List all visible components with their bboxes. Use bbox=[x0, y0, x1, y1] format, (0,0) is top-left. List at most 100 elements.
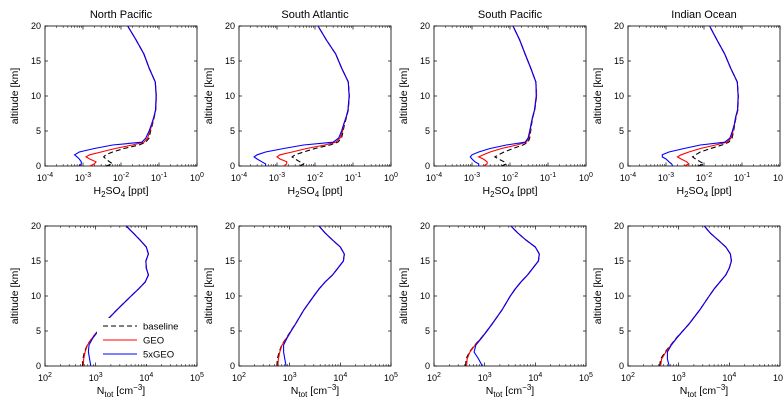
x-tick-label-exp: 2 bbox=[242, 372, 246, 379]
x-tick-label-base: 10 bbox=[283, 373, 293, 383]
x-tick-label-exp: -3 bbox=[279, 172, 285, 179]
x-axis-label-part: [ppt] bbox=[319, 185, 342, 197]
y-tick-label: 10 bbox=[225, 291, 235, 301]
series-5xgeo-line bbox=[73, 25, 157, 167]
axes-box bbox=[238, 25, 392, 167]
x-tick-label: 10-4 bbox=[37, 172, 53, 183]
legend-label-baseline: baseline bbox=[143, 322, 178, 333]
x-tick-label-exp: 0 bbox=[589, 172, 593, 179]
x-axis-label-part: [cm bbox=[696, 385, 716, 397]
x-tick-label-exp: 4 bbox=[149, 372, 153, 379]
x-tick-label: 10-4 bbox=[620, 172, 636, 183]
x-axis-label-part: H bbox=[482, 185, 490, 197]
x-axis-label-part: [ppt] bbox=[125, 185, 148, 197]
x-tick-label-base: 10 bbox=[190, 173, 200, 183]
x-axis-label: Ntot [cm−3] bbox=[291, 383, 339, 399]
y-axis-label: altitude [km] bbox=[398, 268, 410, 325]
x-tick-label-exp: 4 bbox=[732, 372, 736, 379]
x-tick-label: 10-3 bbox=[464, 172, 480, 183]
x-tick-label: 100 bbox=[190, 172, 204, 183]
series-5xgeo-line bbox=[473, 225, 540, 367]
panel-r1-c3: 0 5 10 15 20 altitude [km] Ntot [cm−3] bbox=[592, 221, 781, 399]
x-tick-label-exp: -1 bbox=[355, 172, 361, 179]
y-tick-label: 20 bbox=[31, 21, 41, 31]
x-tick-label: 10-2 bbox=[113, 172, 129, 183]
y-tick-label: 5 bbox=[36, 126, 41, 136]
x-axis-label-part: ] bbox=[336, 385, 339, 397]
x-tick-label-base: 10 bbox=[672, 373, 682, 383]
y-axis-label: altitude [km] bbox=[592, 268, 604, 325]
y-tick-label: 10 bbox=[225, 91, 235, 101]
x-axis-label-part: N bbox=[680, 385, 688, 397]
x-axis-label-part: ] bbox=[142, 385, 145, 397]
y-tick-label: 15 bbox=[420, 56, 430, 66]
x-axis-label-part: SO bbox=[300, 185, 315, 197]
x-tick-label: 100 bbox=[773, 172, 783, 183]
x-axis-label-sup: −3 bbox=[716, 383, 726, 392]
x-tick-label-exp: 5 bbox=[589, 372, 593, 379]
y-axis-label: altitude [km] bbox=[9, 268, 21, 325]
y-axis-label: altitude [km] bbox=[203, 68, 215, 125]
x-tick-label-exp: 3 bbox=[293, 372, 297, 379]
x-tick-label-base: 10 bbox=[139, 373, 149, 383]
legend-label-5xgeo: 5xGEO bbox=[143, 350, 174, 361]
x-axis-label-part: SO bbox=[689, 185, 704, 197]
x-tick-label-exp: -1 bbox=[550, 172, 556, 179]
x-axis-label-part: H bbox=[676, 185, 684, 197]
y-tick-label: 5 bbox=[425, 126, 430, 136]
y-tick-label: 20 bbox=[614, 21, 624, 31]
x-tick-label-base: 10 bbox=[75, 173, 85, 183]
y-tick-label: 0 bbox=[230, 361, 235, 371]
series-5xgeo-line bbox=[661, 25, 739, 167]
x-tick-label-exp: 2 bbox=[48, 372, 52, 379]
x-tick-label: 102 bbox=[621, 372, 635, 383]
x-axis-label-part: N bbox=[97, 385, 105, 397]
x-tick-label-exp: 5 bbox=[394, 372, 398, 379]
x-tick-label-base: 10 bbox=[427, 373, 437, 383]
x-tick-label: 105 bbox=[384, 372, 398, 383]
y-tick-label: 0 bbox=[230, 161, 235, 171]
x-tick-label-base: 10 bbox=[773, 373, 783, 383]
x-axis-label-part: SO bbox=[106, 185, 121, 197]
x-tick-label-base: 10 bbox=[658, 173, 668, 183]
x-tick-label-exp: -2 bbox=[706, 172, 712, 179]
x-tick-label-exp: -4 bbox=[436, 172, 442, 179]
panel-title: North Pacific bbox=[90, 9, 153, 21]
x-axis-label-sub: tot bbox=[298, 390, 308, 399]
x-tick-label-base: 10 bbox=[190, 373, 200, 383]
x-tick-label: 105 bbox=[190, 372, 204, 383]
x-tick-label-base: 10 bbox=[528, 373, 538, 383]
x-tick-label-exp: -3 bbox=[85, 172, 91, 179]
x-axis-label-sup: −3 bbox=[522, 383, 532, 392]
y-axis-label: altitude [km] bbox=[398, 68, 410, 125]
x-tick-label-exp: 3 bbox=[488, 372, 492, 379]
x-tick-label-base: 10 bbox=[621, 373, 631, 383]
x-tick-label-base: 10 bbox=[231, 173, 241, 183]
x-axis-label-sup: −3 bbox=[327, 383, 337, 392]
x-axis-label-part: H bbox=[93, 185, 101, 197]
x-axis-label-part: [cm bbox=[502, 385, 522, 397]
x-tick-label-exp: 4 bbox=[538, 372, 542, 379]
x-tick-label-exp: -1 bbox=[744, 172, 750, 179]
x-axis-label-part: ] bbox=[725, 385, 728, 397]
y-tick-label: 20 bbox=[31, 221, 41, 231]
x-tick-label: 104 bbox=[528, 372, 542, 383]
x-tick-label: 10-2 bbox=[502, 172, 518, 183]
x-tick-label-base: 10 bbox=[384, 173, 394, 183]
x-tick-label-base: 10 bbox=[478, 373, 488, 383]
series-5xgeo-line bbox=[283, 225, 345, 367]
legend-label-geo: GEO bbox=[143, 336, 164, 347]
y-tick-label: 0 bbox=[619, 361, 624, 371]
x-tick-label: 10-2 bbox=[307, 172, 323, 183]
series-5xgeo-line bbox=[253, 25, 350, 166]
x-tick-label-exp: 3 bbox=[682, 372, 686, 379]
x-axis-label-part: H bbox=[287, 185, 295, 197]
x-tick-label-base: 10 bbox=[38, 373, 48, 383]
y-tick-label: 10 bbox=[614, 291, 624, 301]
x-axis-label-sup: −3 bbox=[133, 383, 143, 392]
x-axis-label-part: [cm bbox=[307, 385, 327, 397]
x-tick-label-base: 10 bbox=[426, 173, 436, 183]
x-tick-label-exp: -2 bbox=[317, 172, 323, 179]
x-tick-label: 104 bbox=[333, 372, 347, 383]
